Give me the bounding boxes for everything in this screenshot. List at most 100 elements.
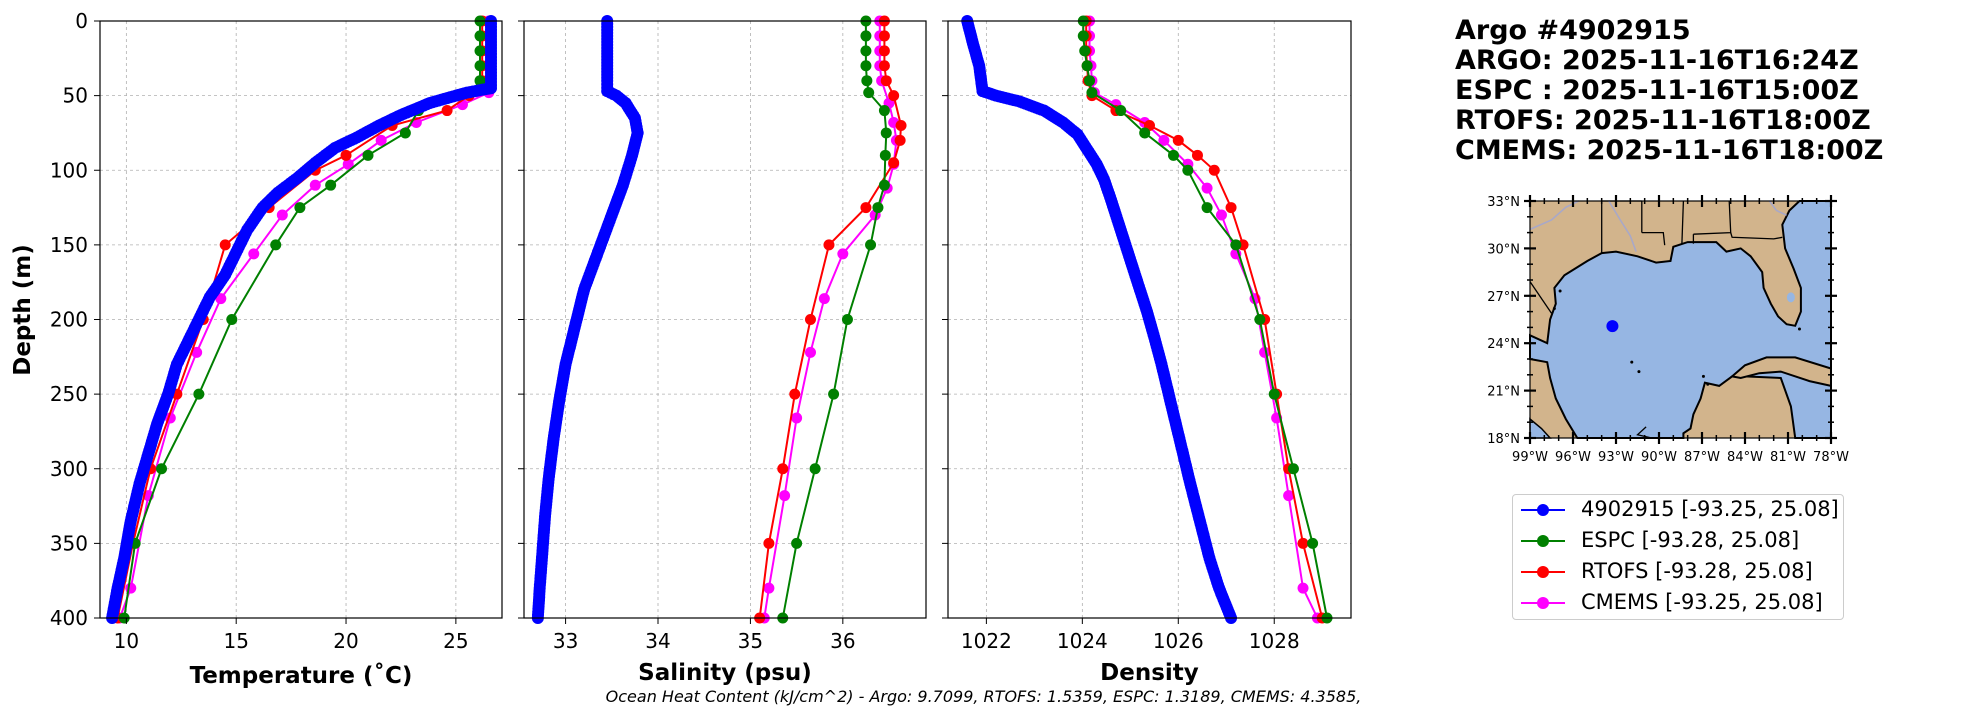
point-espc-1-2: [860, 45, 872, 57]
point-espc-2-15: [1307, 537, 1319, 549]
point-rtofs-2-8: [1172, 134, 1184, 146]
profile-panels: 0 50 100 150 200 250 300 350 400 10 15 20 25 Temperat…: [50, 9, 1352, 689]
xtick-label-1-3: 36: [830, 629, 855, 653]
map-lon-label-5: 84°W: [1727, 450, 1763, 465]
point-cmems-1-13: [804, 346, 816, 358]
ytick-label-8: 400: [50, 606, 88, 630]
point-espc-0-10: [294, 202, 306, 214]
ytick-label-7: 350: [50, 531, 88, 555]
xtick-label-2-0: 1022: [961, 629, 1012, 653]
point-cmems-1-15: [779, 490, 791, 502]
point-espc-1-14: [809, 463, 821, 475]
point-cmems-0-17: [125, 582, 137, 594]
point-cmems-0-10: [309, 179, 321, 191]
map-float-marker: [1606, 320, 1619, 333]
map-lon-label-4: 87°W: [1684, 450, 1720, 465]
point-espc-1-8: [879, 149, 891, 161]
map-lat-label-2: 27°N: [1487, 290, 1520, 305]
point-rtofs-1-9: [860, 202, 872, 214]
point-espc-1-15: [791, 537, 803, 549]
point-cmems-0-14: [191, 346, 203, 358]
point-espc-2-3: [1081, 60, 1093, 72]
ocean-heat-content-caption: Ocean Heat Content (kJ/cm^2) - Argo: 9.7…: [605, 687, 1362, 706]
map-island-0: [1701, 374, 1705, 378]
point-espc-2-14: [1287, 463, 1299, 475]
xaxis-label-1: Salinity (psu): [638, 660, 812, 686]
point-rtofs-1-3: [878, 60, 890, 72]
point-espc-0-13: [193, 388, 205, 400]
map-lon-label-1: 96°W: [1555, 450, 1591, 465]
legend-marker-argo: [1537, 504, 1549, 516]
legend-label-argo: 4902915 [-93.25, 25.08]: [1581, 497, 1839, 521]
point-espc-0-3: [474, 60, 486, 72]
map-river-1: [1768, 200, 1787, 216]
series-espc-1: [777, 15, 892, 624]
point-rtofs-2-10: [1208, 164, 1220, 176]
ytick-label-4: 200: [50, 308, 88, 332]
xtick-label-1-1: 34: [645, 629, 670, 653]
xtick-label-2-1: 1024: [1057, 629, 1108, 653]
point-espc-0-7: [399, 127, 411, 139]
point-rtofs-1-2: [878, 45, 890, 57]
point-espc-1-12: [841, 314, 853, 325]
point-rtofs-1-8: [888, 157, 900, 169]
point-rtofs-1-5: [888, 90, 900, 102]
series-argo-1: [531, 15, 644, 624]
point-espc-1-5: [863, 87, 875, 99]
legend-marker-rtofs: [1537, 566, 1549, 578]
series-espc-0: [118, 15, 486, 624]
point-espc-0-9: [325, 179, 337, 191]
panel-0: 0 50 100 150 200 250 300 350 400 10 15 20 25 Temperat…: [50, 9, 503, 689]
legend-label-rtofs: RTOFS [-93.28, 25.08]: [1581, 559, 1813, 583]
xtick-label-2-3: 1028: [1249, 629, 1300, 653]
map-border-2: [1641, 231, 1666, 246]
point-espc-1-3: [860, 60, 872, 72]
point-espc-1-6: [878, 105, 890, 117]
legend-item-espc: ESPC [-93.28, 25.08]: [1513, 526, 1843, 556]
point-espc-0-1: [474, 30, 486, 42]
point-cmems-2-8: [1158, 134, 1170, 146]
point-rtofs-1-10: [823, 239, 835, 251]
depth-axis-label: Depth (m): [10, 244, 36, 376]
point-cmems-0-12: [248, 248, 260, 260]
map-lat-label-0: 33°N: [1487, 195, 1520, 210]
point-rtofs-2-9: [1191, 149, 1203, 161]
map-lake-okeechobee: [1786, 292, 1795, 303]
point-rtofs-2-11: [1225, 202, 1237, 214]
xaxis-label-0: Temperature (˚C): [190, 662, 413, 689]
point-espc-2-4: [1084, 75, 1096, 87]
point-espc-2-8: [1167, 149, 1179, 161]
point-rtofs-1-11: [804, 314, 816, 325]
panel-2: 1022 1024 1026 1028 Density: [942, 15, 1352, 686]
map-border-6: [1730, 232, 1783, 240]
legend-marker-espc: [1537, 535, 1549, 547]
point-rtofs-0-11: [219, 239, 231, 251]
point-espc-2-11: [1230, 239, 1242, 251]
map-gulf-water: [1529, 200, 1832, 439]
point-espc-1-4: [861, 75, 873, 87]
point-cmems-0-11: [276, 209, 288, 221]
point-cmems-0-13: [215, 293, 227, 305]
point-espc-0-2: [474, 45, 486, 57]
series-espc-2: [1077, 15, 1333, 624]
map-lat-label-3: 24°N: [1487, 337, 1520, 352]
point-rtofs-0-8: [340, 149, 352, 161]
map-river-2: [1608, 200, 1637, 252]
point-espc-2-5: [1086, 87, 1098, 99]
point-espc-1-7: [880, 127, 892, 139]
legend-item-cmems: CMEMS [-93.25, 25.08]: [1513, 588, 1843, 618]
point-cmems-0-8: [375, 134, 387, 146]
argo-time: ARGO: 2025-11-16T16:24Z: [1455, 45, 1859, 76]
series-line-rtofs-1: [758, 21, 903, 619]
series-argo-2: [961, 15, 1238, 624]
point-espc-0-14: [156, 463, 168, 475]
series-line-espc-1: [781, 21, 888, 619]
point-espc-2-13: [1268, 388, 1280, 400]
xtick-label-0-0: 10: [114, 629, 139, 653]
point-rtofs-2-16: [1297, 537, 1309, 549]
cmems-time: CMEMS: 2025-11-16T18:00Z: [1455, 135, 1884, 166]
legend-item-rtofs: RTOFS [-93.28, 25.08]: [1513, 557, 1843, 587]
point-rtofs-1-14: [763, 537, 775, 549]
legend-label-espc: ESPC [-93.28, 25.08]: [1581, 528, 1800, 552]
ytick-label-3: 150: [50, 233, 88, 257]
